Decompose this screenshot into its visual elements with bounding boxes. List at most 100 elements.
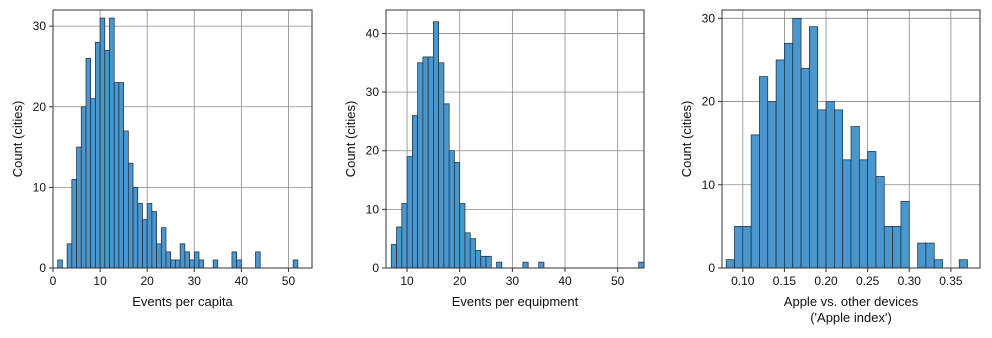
x-tick-label: 0.35 <box>939 274 963 288</box>
histogram-bar <box>875 176 885 269</box>
histogram-bar <box>850 126 860 269</box>
histogram-bar <box>427 56 434 269</box>
y-axis-label: Count (cities) <box>10 101 25 178</box>
y-axis-label: Count (cities) <box>679 101 694 178</box>
histogram-bar <box>165 251 172 269</box>
histogram-bar <box>292 259 299 269</box>
histogram-bar <box>742 226 752 269</box>
x-tick-label: 50 <box>282 274 296 288</box>
histogram-bar <box>759 76 769 269</box>
histogram-bar <box>396 226 403 269</box>
histogram-bar <box>475 250 482 269</box>
histogram-bar <box>189 259 195 269</box>
histogram-bar <box>933 259 943 269</box>
histogram-bar <box>734 226 744 269</box>
x-axis-label: Events per capita <box>132 294 233 309</box>
histogram-bar <box>496 261 503 269</box>
plot-frame <box>721 9 981 269</box>
histogram-bar <box>175 259 181 269</box>
histogram-bar <box>123 130 129 269</box>
y-tick-label: 20 <box>33 100 47 114</box>
histogram-bar <box>464 232 471 269</box>
x-tick-label: 0.30 <box>898 274 922 288</box>
x-tick-label: 30 <box>188 274 202 288</box>
histogram-bar <box>109 17 115 269</box>
histogram-bar <box>767 101 777 269</box>
histogram-bar <box>151 211 157 269</box>
histogram-bar <box>459 203 466 269</box>
x-tick-label: 0.10 <box>731 274 755 288</box>
histogram-bar <box>71 178 77 269</box>
histogram-bar <box>132 187 139 269</box>
histogram-bar <box>76 146 82 269</box>
y-tick-label: 30 <box>702 11 716 25</box>
histogram-bar <box>638 261 645 269</box>
y-tick-label: 10 <box>702 178 716 192</box>
histogram-bar <box>892 226 902 269</box>
y-tick-label: 20 <box>366 144 380 158</box>
y-tick-label: 40 <box>366 26 380 40</box>
histogram-bar <box>825 101 835 269</box>
histogram-bar <box>485 255 492 269</box>
histogram-bar <box>406 156 413 269</box>
histogram-bar <box>900 201 910 269</box>
histogram-bar <box>99 17 106 269</box>
histogram-bar <box>417 62 424 269</box>
y-axis-label: Count (cities) <box>343 101 358 178</box>
x-tick-label: 10 <box>400 274 414 288</box>
histogram-bar <box>137 203 143 269</box>
y-tick-label: 10 <box>33 180 47 194</box>
y-tick-label: 0 <box>39 261 46 275</box>
histogram-bar <box>422 56 429 269</box>
x-axis-label: Apple vs. other devices ('Apple index') <box>784 294 919 325</box>
histogram-bar <box>792 17 802 269</box>
chart-panel-2: 10 20 30 40 50 0 10 20 30 40 Events per equipment C… <box>343 9 645 309</box>
histogram-bar <box>236 259 242 269</box>
histogram-bar <box>454 162 461 269</box>
histogram-bar <box>212 259 219 269</box>
y-tick-label: 10 <box>366 202 380 216</box>
histogram-bar <box>834 109 844 269</box>
histogram-bar <box>118 82 124 269</box>
histogram-bar <box>750 134 760 269</box>
x-axis-label: Events per equipment <box>452 294 579 309</box>
histogram-bar <box>146 203 153 269</box>
histogram-bar <box>784 42 794 269</box>
histogram-bar <box>883 226 893 269</box>
histogram-bar <box>522 261 529 269</box>
histogram-bar <box>160 227 167 269</box>
x-tick-label: 40 <box>558 274 572 288</box>
x-tick-label: 20 <box>141 274 155 288</box>
y-tick-label: 20 <box>702 95 716 109</box>
histogram-bar <box>725 259 735 269</box>
histogram-bar <box>57 259 63 269</box>
histogram-bar <box>113 82 120 269</box>
histogram-bar <box>438 62 445 269</box>
histogram-bar <box>80 106 87 269</box>
histogram-bar <box>817 109 827 269</box>
y-tick-label: 30 <box>33 19 47 33</box>
histogram-bar <box>198 259 205 269</box>
histogram-bar <box>156 243 162 269</box>
histogram-bar <box>842 159 852 269</box>
histogram-bar <box>104 49 110 269</box>
histogram-bar <box>958 259 968 269</box>
histogram-bar <box>800 67 810 269</box>
histogram-bar <box>448 150 455 269</box>
plot-frame <box>385 9 645 269</box>
x-tick-label: 40 <box>235 274 249 288</box>
histogram-bar <box>775 59 785 269</box>
histogram-bar <box>255 251 261 269</box>
histogram-bar <box>480 255 487 269</box>
histogram-bar <box>184 251 190 269</box>
chart-panel-3: 0.10 0.15 0.20 0.25 0.30 0.35 0 10 20 30 Apple vs.… <box>679 9 981 325</box>
y-tick-label: 0 <box>708 261 715 275</box>
chart-panel-1: 0 10 20 30 40 50 0 10 20 30 Events per capita Count… <box>10 9 313 309</box>
histogram-bar <box>390 244 397 269</box>
histogram-bar <box>142 219 148 269</box>
x-tick-label: 20 <box>453 274 467 288</box>
histogram-bar <box>411 115 418 269</box>
histogram-bar <box>925 242 935 269</box>
histogram-bar <box>170 259 176 269</box>
histogram-bar <box>179 243 186 269</box>
